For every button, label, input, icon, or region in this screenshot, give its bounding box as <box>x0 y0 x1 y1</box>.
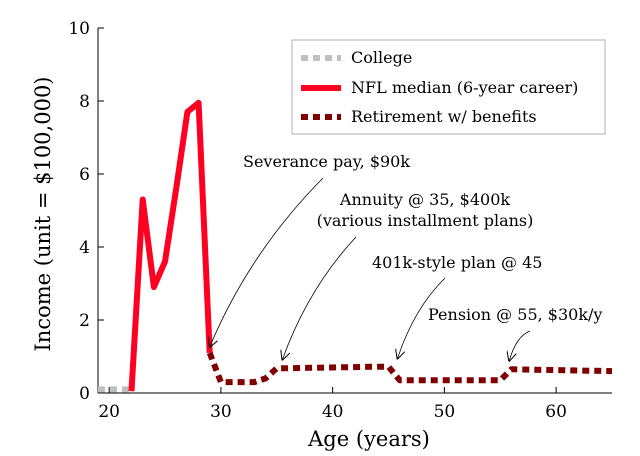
y-tick-label-8: 8 <box>79 92 90 112</box>
annotation-text-2: Annuity @ 35, $400k <box>339 190 510 209</box>
x-tick-label-50: 50 <box>434 402 456 422</box>
annotation-arrow-3 <box>398 277 446 359</box>
legend-label-nfl: NFL median (6-year career) <box>351 78 578 97</box>
x-tick-label-20: 20 <box>98 402 120 422</box>
legend-frame <box>291 39 606 135</box>
x-tick-label-60: 60 <box>545 402 567 422</box>
annotation-text-1: Severance pay, $90k <box>243 152 410 171</box>
y-tick-label-6: 6 <box>79 165 90 185</box>
series-retirement <box>206 351 613 386</box>
x-axis-title: Age (years) <box>307 427 430 451</box>
x-tick-label-30: 30 <box>210 402 232 422</box>
annotation-arrow-4 <box>509 330 531 361</box>
y-tick-label-0: 0 <box>79 384 90 404</box>
axes: 0 2 4 6 8 10 20 30 40 50 60 <box>68 19 612 422</box>
y-tick-label-2: 2 <box>79 311 90 331</box>
y-tick-label-10: 10 <box>68 19 90 39</box>
annotations: Severance pay, $90k Annuity @ 35, $400k (v… <box>210 152 602 361</box>
annotation-text-2-line2: (various installment plans) <box>317 211 534 230</box>
legend-label-retirement: Retirement w/ benefits <box>351 107 537 126</box>
series-lines <box>98 99 613 393</box>
annotation-text-4: Pension @ 55, $30k/y <box>428 305 602 324</box>
annotation-arrow-2 <box>282 236 357 360</box>
x-tick-label-40: 40 <box>322 402 344 422</box>
annotation-arrow-1 <box>210 177 324 347</box>
legend-label-college: College <box>351 48 412 67</box>
annotation-text-3: 401k-style plan @ 45 <box>372 253 542 272</box>
series-nfl-median <box>128 99 213 392</box>
y-axis-title: Income (unit = $100,000) <box>31 77 55 352</box>
y-tick-label-4: 4 <box>79 238 90 258</box>
legend: College NFL median (6-year career) Retir… <box>291 39 606 135</box>
